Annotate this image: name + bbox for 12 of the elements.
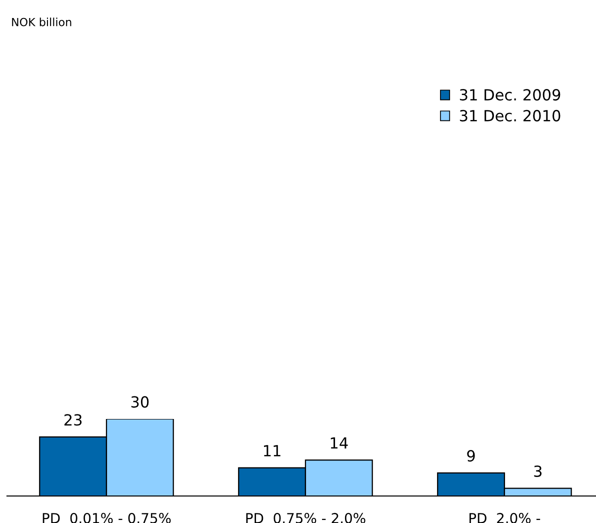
data-label: 14 [330,437,348,449]
legend-label: 31 Dec. 2009 [460,89,560,101]
chart-subtitle: NOK billion [12,18,72,26]
data-label: 30 [131,396,149,408]
data-label: 9 [467,450,475,462]
data-label: 23 [64,414,82,426]
data-label: 11 [264,445,280,456]
legend-label: 31 Dec. 2010 [460,110,560,122]
x-tick-label: PD 2.0% - [470,512,540,523]
x-tick-label: PD 0.75% - 2.0% [246,512,366,523]
x-tick-label: PD 0.01% - 0.75% [42,512,171,523]
data-label: 3 [534,465,542,478]
